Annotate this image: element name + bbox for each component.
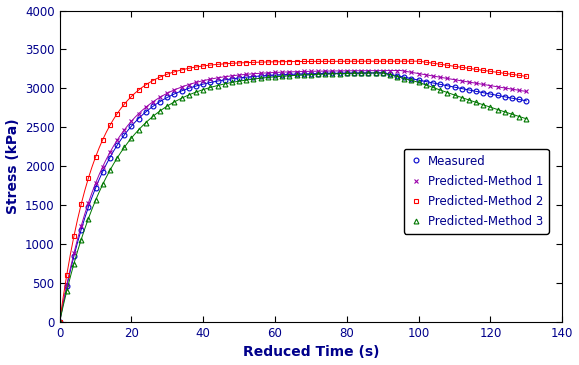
Predicted-Method 2 — [415, 59, 422, 64]
Predicted-Method 1 — [523, 89, 530, 94]
Measured — [379, 71, 386, 75]
Predicted-Method 1 — [56, 320, 63, 324]
Measured — [257, 74, 264, 78]
Y-axis label: Stress (kPa): Stress (kPa) — [6, 119, 20, 214]
Predicted-Method 1 — [200, 78, 207, 83]
Line: Predicted-Method 3: Predicted-Method 3 — [57, 70, 529, 324]
Measured — [523, 99, 530, 103]
Predicted-Method 3 — [92, 198, 99, 203]
X-axis label: Reduced Time (s): Reduced Time (s) — [243, 345, 379, 360]
Measured — [56, 320, 63, 324]
Measured — [92, 186, 99, 191]
Predicted-Method 3 — [523, 116, 530, 121]
Predicted-Method 2 — [200, 64, 207, 68]
Predicted-Method 3 — [200, 87, 207, 92]
Predicted-Method 1 — [430, 74, 437, 78]
Measured — [430, 81, 437, 85]
Predicted-Method 1 — [494, 85, 501, 89]
Predicted-Method 2 — [171, 70, 178, 74]
Predicted-Method 3 — [56, 320, 63, 324]
Predicted-Method 3 — [171, 100, 178, 104]
Measured — [171, 92, 178, 96]
Predicted-Method 3 — [430, 85, 437, 90]
Line: Predicted-Method 2: Predicted-Method 2 — [57, 59, 529, 324]
Predicted-Method 2 — [56, 320, 63, 324]
Predicted-Method 2 — [523, 74, 530, 78]
Predicted-Method 3 — [379, 71, 386, 75]
Predicted-Method 3 — [494, 107, 501, 112]
Predicted-Method 1 — [257, 71, 264, 76]
Legend: Measured, Predicted-Method 1, Predicted-Method 2, Predicted-Method 3: Measured, Predicted-Method 1, Predicted-… — [404, 149, 549, 234]
Line: Measured: Measured — [57, 70, 529, 324]
Measured — [494, 93, 501, 98]
Predicted-Method 1 — [394, 68, 401, 73]
Predicted-Method 2 — [494, 70, 501, 74]
Predicted-Method 1 — [92, 181, 99, 186]
Measured — [200, 82, 207, 86]
Predicted-Method 2 — [92, 155, 99, 159]
Predicted-Method 3 — [257, 76, 264, 80]
Predicted-Method 2 — [257, 60, 264, 64]
Predicted-Method 2 — [430, 61, 437, 65]
Line: Predicted-Method 1: Predicted-Method 1 — [57, 68, 529, 324]
Predicted-Method 1 — [171, 88, 178, 92]
